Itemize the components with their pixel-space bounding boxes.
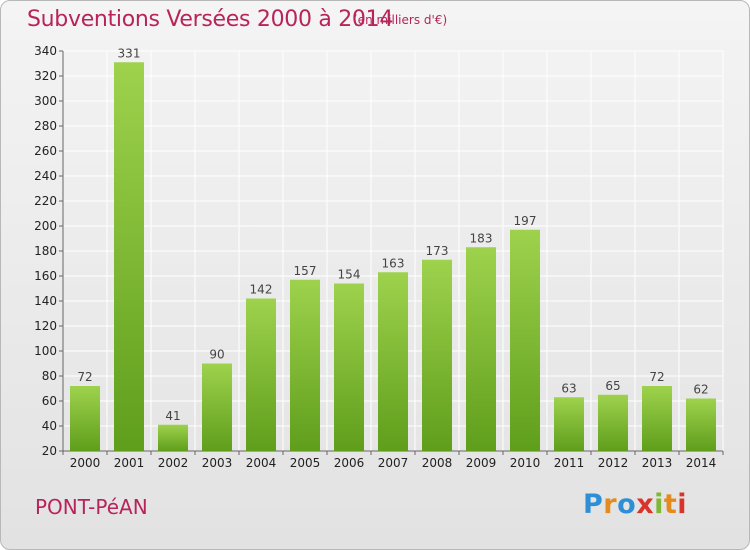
proxiti-logo[interactable]: Proxiti (583, 489, 687, 520)
y-tick-label: 160 (34, 269, 57, 283)
logo-letter: i (654, 489, 664, 520)
bar[interactable] (202, 363, 232, 452)
y-tick-label: 200 (34, 219, 57, 233)
bar[interactable] (70, 386, 100, 451)
y-tick-label: 40 (42, 419, 57, 433)
logo-letter: r (603, 489, 618, 520)
bar[interactable] (290, 279, 320, 451)
city-name: PONT-PéAN (35, 495, 148, 519)
x-tick-label: 2002 (158, 456, 189, 470)
x-tick-label: 2014 (686, 456, 717, 470)
x-tick-label: 2004 (246, 456, 277, 470)
x-tick-label: 2013 (642, 456, 673, 470)
bar-value-label: 163 (382, 256, 405, 270)
x-tick-label: 2005 (290, 456, 321, 470)
y-tick-label: 220 (34, 194, 57, 208)
x-tick-label: 2012 (598, 456, 629, 470)
bar-value-label: 65 (605, 379, 620, 393)
bar-value-label: 331 (118, 46, 141, 60)
labels: 20 40 60 80 100 120 140 160 180 200 220 240 260 280 30… (34, 44, 716, 470)
logo-letter: x (636, 489, 655, 520)
bar-value-label: 72 (649, 370, 664, 384)
x-tick-label: 2010 (510, 456, 541, 470)
y-tick-label: 120 (34, 319, 57, 333)
bar[interactable] (158, 424, 188, 451)
y-tick-label: 240 (34, 169, 57, 183)
logo-letter: t (663, 489, 678, 520)
y-tick-label: 80 (42, 369, 57, 383)
bar-value-label: 62 (693, 383, 708, 397)
bar[interactable] (510, 229, 540, 451)
logo-letter: P (583, 489, 604, 520)
x-tick-label: 2006 (334, 456, 365, 470)
bar-value-label: 63 (561, 381, 576, 395)
bar[interactable] (422, 259, 452, 451)
bar-value-label: 41 (165, 409, 180, 423)
x-tick-label: 2003 (202, 456, 233, 470)
x-tick-label: 2008 (422, 456, 453, 470)
logo-letter: i (677, 489, 688, 520)
bar[interactable] (246, 298, 276, 452)
bar[interactable] (114, 62, 144, 451)
bar[interactable] (642, 386, 672, 451)
chart-subtitle: (en milliers d'€) (353, 13, 448, 27)
y-tick-label: 320 (34, 69, 57, 83)
bar[interactable] (466, 247, 496, 451)
x-tick-label: 2009 (466, 456, 497, 470)
x-tick-label: 2001 (114, 456, 145, 470)
bars (70, 62, 716, 451)
bar-value-label: 72 (77, 370, 92, 384)
bar-value-label: 173 (426, 244, 449, 258)
y-tick-label: 260 (34, 144, 57, 158)
y-tick-label: 100 (34, 344, 57, 358)
chart-title: Subventions Versées 2000 à 2014 (27, 7, 394, 32)
x-tick-label: 2000 (70, 456, 101, 470)
bar-value-label: 157 (294, 264, 317, 278)
bar[interactable] (334, 283, 364, 452)
bar[interactable] (686, 398, 716, 452)
y-tick-label: 340 (34, 44, 57, 58)
bar-value-label: 142 (250, 283, 273, 297)
logo-letter: o (617, 489, 637, 520)
bar-value-label: 183 (470, 231, 493, 245)
bar[interactable] (378, 272, 408, 451)
y-tick-label: 280 (34, 119, 57, 133)
bar-value-label: 90 (209, 348, 224, 362)
y-tick-label: 140 (34, 294, 57, 308)
x-tick-label: 2011 (554, 456, 585, 470)
y-tick-label: 180 (34, 244, 57, 258)
x-tick-label: 2007 (378, 456, 409, 470)
y-tick-label: 20 (42, 444, 57, 458)
y-tick-label: 300 (34, 94, 57, 108)
bar-value-label: 197 (514, 214, 537, 228)
y-tick-label: 60 (42, 394, 57, 408)
bar[interactable] (598, 394, 628, 451)
bar-value-label: 154 (338, 268, 361, 282)
bar[interactable] (554, 397, 584, 451)
